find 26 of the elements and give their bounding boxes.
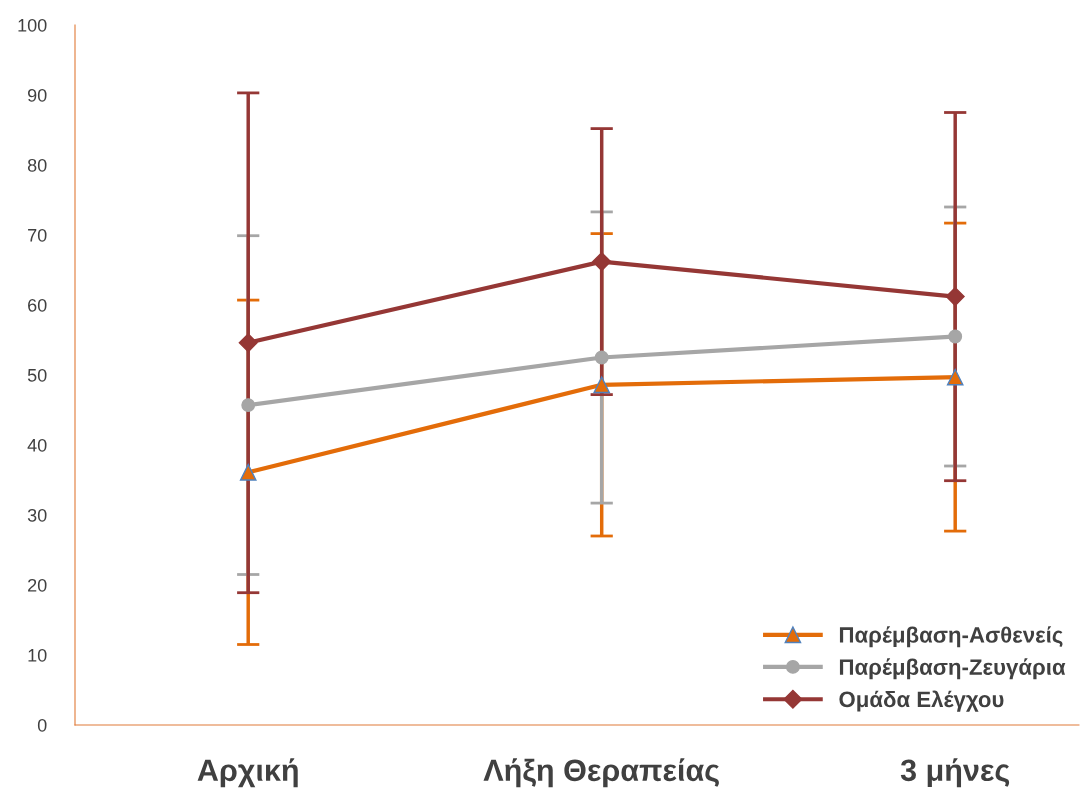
point <box>946 368 964 386</box>
x-tick-label: Λήξη Θεραπείας <box>483 758 719 788</box>
point <box>593 376 611 394</box>
point <box>945 287 965 307</box>
x-tick-label: Αρχική <box>197 758 298 788</box>
y-tick-label: 50 <box>27 368 47 382</box>
y-tick-label: 80 <box>27 158 47 172</box>
y-tick-label: 20 <box>28 578 47 592</box>
point <box>594 350 609 365</box>
y-tick-label: 90 <box>27 88 47 102</box>
legend-label: Παρέμβαση-Ασθενείς <box>839 626 1063 648</box>
y-tick-label: 10 <box>28 648 47 662</box>
y-tick-label: 60 <box>28 298 47 312</box>
point <box>238 333 258 353</box>
point <box>239 463 257 481</box>
y-tick-label: 0 <box>37 718 47 732</box>
point <box>241 398 256 413</box>
point <box>948 329 963 344</box>
y-tick-label: 70 <box>28 228 47 242</box>
point <box>592 252 612 272</box>
legend-label: Ομάδα Ελέγχου <box>839 690 1004 712</box>
legend-label: Παρέμβαση-Ζευγάρια <box>839 658 1066 680</box>
y-tick-label: 40 <box>27 438 47 452</box>
y-tick-label: 30 <box>27 508 47 522</box>
x-tick-label: 3 μήνες <box>900 758 1010 788</box>
y-tick-label: 100 <box>18 18 47 32</box>
